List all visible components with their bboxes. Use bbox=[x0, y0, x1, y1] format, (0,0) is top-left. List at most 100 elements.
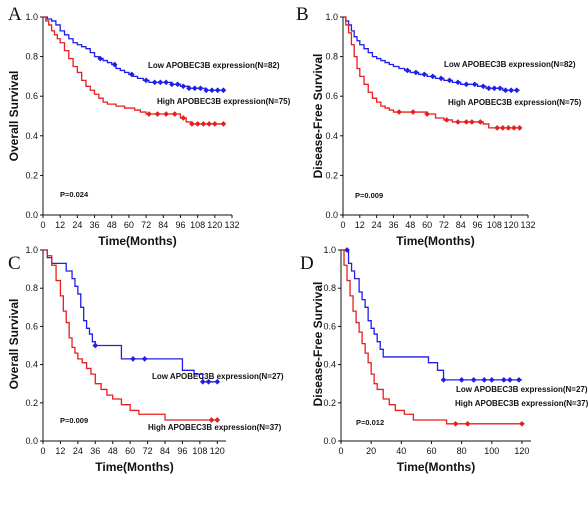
censor-marker-low bbox=[214, 87, 221, 94]
censor-marker-high bbox=[189, 121, 195, 127]
x-tick-label: 72 bbox=[141, 220, 151, 230]
censor-marker-low bbox=[507, 377, 513, 383]
x-tick-label: 20 bbox=[366, 446, 376, 456]
y-tick-label: 1.0 bbox=[323, 245, 336, 255]
x-tick-label: 108 bbox=[190, 220, 205, 230]
y-tick-label: 0.2 bbox=[323, 398, 336, 408]
censor-marker-high bbox=[220, 121, 227, 127]
y-tick-label: 0.0 bbox=[325, 210, 338, 220]
y-tick-label: 1.0 bbox=[325, 12, 338, 22]
panel-b: B 0 12 24 36 48 60 72 84 96 108 120 132 0.0 0.2 0.4 0.6 0… bbox=[296, 4, 582, 248]
x-tick-label: 96 bbox=[473, 220, 483, 230]
censor-marker-low bbox=[214, 378, 221, 385]
censor-marker-low bbox=[97, 55, 104, 62]
y-tick-label: 0.2 bbox=[25, 170, 38, 180]
x-tick-label: 60 bbox=[125, 446, 135, 456]
y-tick-label: 0.2 bbox=[25, 398, 38, 408]
censor-marker-low bbox=[471, 81, 478, 88]
y-tick-label: 0.8 bbox=[25, 283, 38, 293]
censor-marker-low bbox=[199, 378, 206, 385]
censor-marker-high bbox=[443, 117, 450, 123]
y-tick-label: 0.4 bbox=[325, 131, 338, 141]
censor-marker-high bbox=[452, 420, 459, 427]
y-tick-label: 0.4 bbox=[25, 131, 38, 141]
p-value-label: P=0.009 bbox=[60, 416, 88, 425]
censor-marker-high bbox=[499, 125, 506, 131]
censor-marker-low bbox=[205, 378, 212, 385]
censor-marker-high bbox=[505, 125, 512, 131]
censor-marker-low bbox=[203, 87, 210, 94]
censor-marker-high bbox=[171, 111, 178, 117]
censor-marker-low bbox=[130, 356, 136, 362]
x-tick-label: 120 bbox=[210, 446, 225, 456]
censor-marker-low bbox=[404, 67, 411, 74]
panel-a: A 0 12 24 36 48 60 72 84 96 108 120 132 0.0 0.2 0.4 0.6 0… bbox=[7, 4, 291, 248]
x-tick-label: 36 bbox=[90, 446, 100, 456]
x-tick-label: 72 bbox=[143, 446, 153, 456]
censor-marker-low bbox=[446, 77, 453, 84]
y-tick-label: 0.8 bbox=[323, 283, 336, 293]
x-axis-title: Time(Months) bbox=[397, 460, 475, 474]
censor-marker-low bbox=[480, 83, 486, 90]
x-tick-label: 96 bbox=[177, 446, 187, 456]
x-tick-label: 60 bbox=[426, 446, 436, 456]
series-label-high: High APOBEC3B expression(N=75) bbox=[157, 97, 291, 106]
censor-marker-low bbox=[488, 377, 495, 383]
x-tick-label: 0 bbox=[340, 220, 345, 230]
censor-marker-low bbox=[429, 73, 436, 80]
censor-marker-high bbox=[511, 125, 517, 131]
censor-marker-low bbox=[180, 83, 187, 90]
censor-marker-high bbox=[163, 111, 169, 117]
series-line-low bbox=[43, 249, 218, 383]
censor-marker-high bbox=[455, 119, 461, 125]
x-tick-label: 80 bbox=[457, 446, 467, 456]
p-value-label: P=0.024 bbox=[60, 190, 89, 199]
censor-marker-low bbox=[220, 87, 227, 94]
series-label-high: High APOBEC3B expression(N=37) bbox=[455, 399, 588, 408]
x-tick-label: 48 bbox=[107, 220, 117, 230]
censor-marker-high bbox=[214, 417, 221, 423]
x-tick-label: 120 bbox=[207, 220, 222, 230]
y-tick-label: 1.0 bbox=[25, 245, 38, 255]
censor-marker-high bbox=[519, 420, 525, 427]
censor-marker-high bbox=[180, 115, 187, 121]
p-value-label: P=0.009 bbox=[355, 191, 383, 200]
series-line-low bbox=[343, 16, 520, 91]
x-tick-label: 108 bbox=[192, 446, 207, 456]
x-axis-title: Time(Months) bbox=[98, 234, 176, 248]
panel-d: D 0 20 40 60 80 100 120 0.0 0.2 0.4 0.6 0.8 1.0 Time(M… bbox=[300, 245, 588, 474]
series-line-low bbox=[43, 16, 224, 91]
x-tick-label: 0 bbox=[338, 446, 343, 456]
censor-marker-low bbox=[169, 81, 175, 88]
x-tick-label: 132 bbox=[520, 220, 535, 230]
x-tick-label: 36 bbox=[90, 220, 100, 230]
censor-marker-low bbox=[191, 85, 198, 92]
censor-marker-high bbox=[464, 420, 471, 427]
censor-marker-high bbox=[516, 125, 523, 131]
censor-marker-low bbox=[421, 71, 428, 78]
series-line-high bbox=[43, 16, 224, 125]
x-axis-title: Time(Months) bbox=[396, 234, 474, 248]
censor-marker-low bbox=[128, 71, 135, 78]
censor-marker-low bbox=[501, 377, 507, 383]
censor-marker-low bbox=[151, 79, 158, 86]
censor-marker-high bbox=[410, 109, 416, 115]
censor-marker-low bbox=[174, 81, 181, 88]
x-tick-label: 24 bbox=[372, 220, 382, 230]
censor-marker-low bbox=[491, 85, 498, 92]
x-tick-label: 48 bbox=[405, 220, 415, 230]
x-tick-label: 72 bbox=[439, 220, 449, 230]
censor-marker-high bbox=[208, 417, 215, 423]
y-axis-title: Disease-Free Survival bbox=[311, 54, 325, 179]
censor-marker-high bbox=[200, 121, 207, 127]
x-tick-label: 24 bbox=[72, 220, 82, 230]
censor-marker-low bbox=[157, 79, 164, 86]
y-tick-label: 0.6 bbox=[25, 321, 38, 331]
censor-marker-high bbox=[494, 125, 500, 131]
censor-marker-low bbox=[508, 87, 515, 94]
censor-marker-low bbox=[92, 342, 99, 349]
series-label-high: High APOBEC3B expression(N=37) bbox=[148, 423, 282, 432]
x-tick-label: 120 bbox=[514, 446, 529, 456]
censor-marker-low bbox=[197, 85, 204, 92]
